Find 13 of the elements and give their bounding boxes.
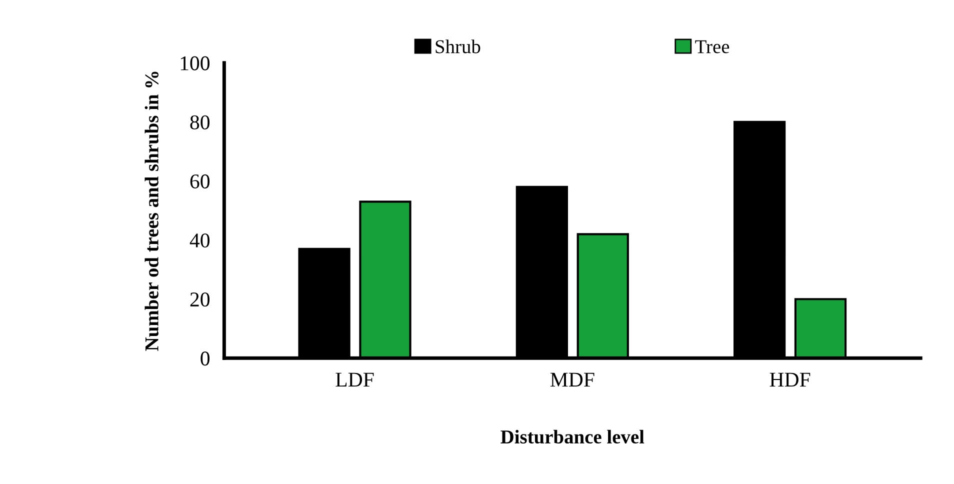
y-tick-label: 40 [190, 233, 210, 248]
y-tick-label: 80 [190, 115, 210, 130]
y-tick-label: 100 [180, 56, 210, 70]
y-tick-label: 0 [200, 352, 210, 366]
legend-label: Shrub [436, 40, 480, 54]
x-tick-label: MDF [550, 372, 594, 387]
x-tick-label: LDF [336, 372, 374, 387]
y-tick-label: 60 [190, 174, 210, 188]
y-axis-title: Number od trees and shrubs in % [144, 72, 158, 351]
x-axis-title: Disturbance level [500, 430, 644, 444]
y-tick-label: 20 [190, 292, 210, 307]
x-tick-label: HDF [770, 372, 810, 387]
legend-label: Tree [695, 40, 730, 54]
